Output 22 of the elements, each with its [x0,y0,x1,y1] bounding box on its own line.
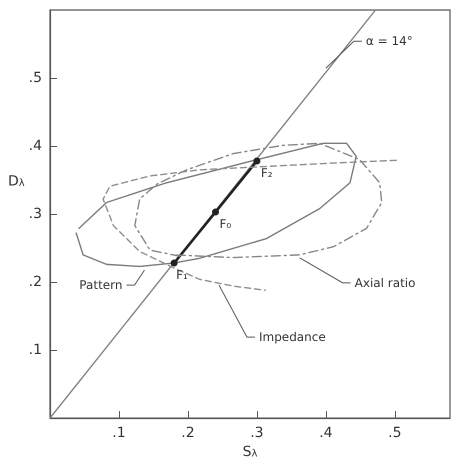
annotation: Pattern [79,278,122,292]
annotation: α = 14° [366,34,413,48]
annotation: F₂ [260,166,273,180]
y-tick-label: .5 [28,70,42,86]
annotation: F₁ [176,268,188,282]
x-tick-label: .4 [319,425,333,442]
x-axis-title: Sλ [242,444,258,460]
y-tick-label: .3 [28,206,42,222]
point [253,158,260,164]
x-tick-label: .2 [181,425,195,442]
y-axis-title: Dλ [8,173,25,190]
x-tick-label: .1 [112,425,126,442]
point [170,260,178,267]
annotation: Impedance [258,330,326,344]
x-tick-label: .5 [388,425,402,442]
x-tick-label: .3 [250,425,264,442]
point [212,208,220,216]
y-tick-label: .4 [28,138,42,154]
annotation: Axial ratio [354,276,416,290]
y-tick-label: .1 [28,342,42,358]
y-tick-label: .2 [28,274,42,290]
annotation: F₀ [220,217,232,232]
